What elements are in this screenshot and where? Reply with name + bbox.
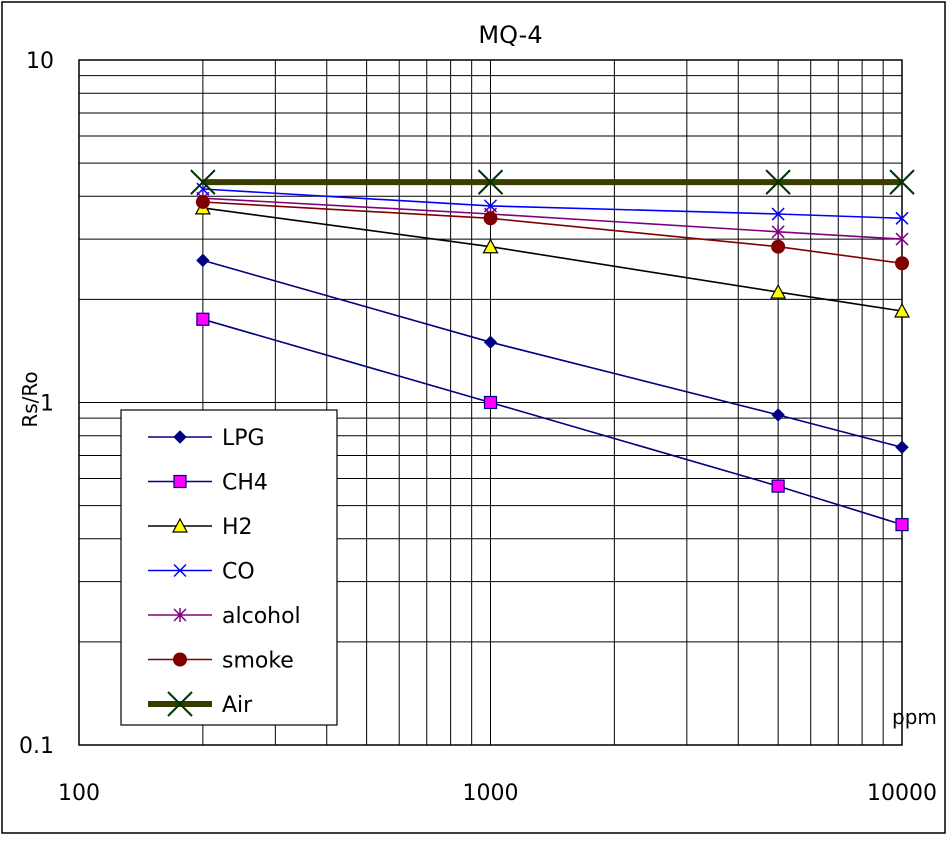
legend-label: Air <box>222 693 253 718</box>
y-tick-label: 10 <box>26 49 54 74</box>
legend-label: LPG <box>222 426 265 451</box>
legend: LPG CH4 H2 CO alcohol smoke Air <box>120 409 338 726</box>
data-point <box>771 207 785 221</box>
series-line <box>202 188 903 220</box>
legend-label: CO <box>222 560 255 585</box>
x-tick-label: 1000 <box>463 781 519 806</box>
data-point <box>895 440 909 454</box>
y-tick-label: 1 <box>40 392 54 417</box>
data-point <box>895 256 909 271</box>
series-Air <box>190 169 915 195</box>
plot-area-border <box>78 59 903 746</box>
x-axis-label: ppm <box>892 705 937 729</box>
legend-label: smoke <box>222 649 294 674</box>
legend-entry-H2: H2 <box>148 515 253 540</box>
x-tick-label: 10000 <box>867 781 937 806</box>
y-axis-label: Rs/Ro <box>18 371 42 427</box>
data-point <box>173 563 187 578</box>
legend-label: H2 <box>222 515 253 540</box>
data-point <box>482 238 499 254</box>
data-point <box>771 479 785 493</box>
data-point <box>173 652 187 667</box>
legend-entry-LPG: LPG <box>148 426 265 451</box>
data-point <box>173 474 187 489</box>
series-smoke <box>195 194 909 271</box>
tick-labels: 100 1000 10000 0.1 1 10 <box>19 49 937 806</box>
series-line <box>202 318 903 526</box>
legend-entry-Air: Air <box>148 691 253 718</box>
data-point <box>167 691 193 717</box>
legend-entry-alcohol: alcohol <box>148 604 301 629</box>
data-point <box>173 430 187 444</box>
data-point <box>483 395 498 410</box>
legend-label: alcohol <box>222 604 301 629</box>
data-point <box>195 194 210 209</box>
chart-title: MQ-4 <box>478 21 542 49</box>
series-line <box>202 201 903 265</box>
data-point <box>477 169 504 195</box>
series-CO <box>196 182 909 225</box>
data-point <box>895 211 909 225</box>
series-line <box>202 197 903 240</box>
data-point <box>889 169 915 195</box>
series-LPG <box>196 253 909 454</box>
series-lines <box>190 169 915 532</box>
data-point <box>771 224 785 239</box>
legend-entry-CO: CO <box>148 560 255 585</box>
data-point <box>483 335 498 349</box>
data-point <box>173 608 187 622</box>
legend-entry-CH4: CH4 <box>148 471 268 496</box>
data-point <box>196 253 210 268</box>
y-tick-label: 0.1 <box>19 734 54 759</box>
data-point <box>765 169 791 195</box>
series-line <box>202 207 903 312</box>
data-point <box>895 518 909 532</box>
data-point <box>895 232 909 247</box>
data-point <box>483 211 498 226</box>
series-CH4 <box>196 312 909 532</box>
legend-entry-smoke: smoke <box>148 649 294 674</box>
data-point <box>196 312 210 326</box>
series-line <box>202 259 903 449</box>
data-point <box>893 302 911 318</box>
x-tick-label: 100 <box>58 781 100 806</box>
data-point <box>771 408 785 422</box>
data-point <box>770 283 787 299</box>
legend-label: CH4 <box>222 471 268 496</box>
legend-box <box>120 409 338 726</box>
data-point <box>171 517 189 533</box>
data-point <box>771 239 786 254</box>
data-point <box>190 169 216 195</box>
